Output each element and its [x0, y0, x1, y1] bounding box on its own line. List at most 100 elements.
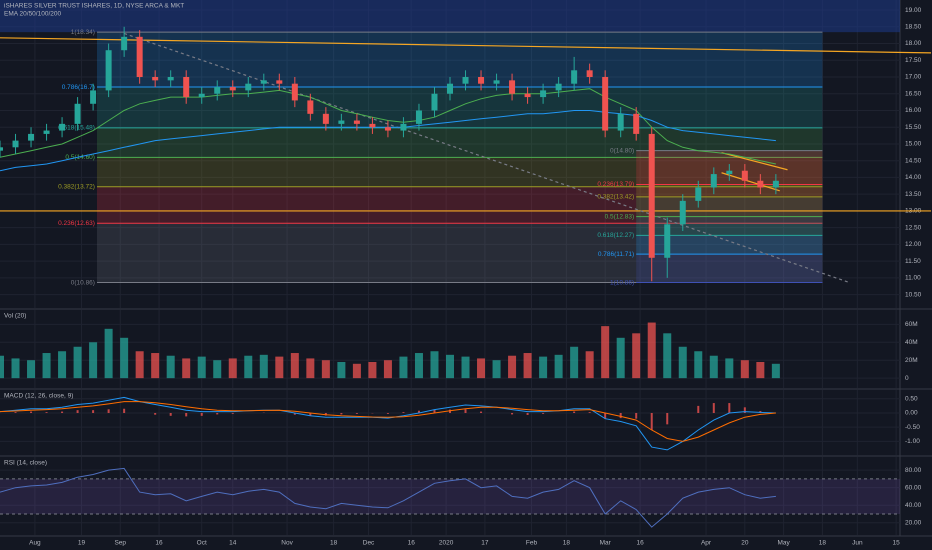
candle-body [648, 133, 655, 258]
macd-histogram-bar [433, 409, 436, 413]
y-tick-label: 60M [905, 321, 918, 328]
y-tick-label: 18.50 [905, 24, 922, 31]
candle-body [198, 93, 205, 98]
x-tick-label: 18 [330, 540, 338, 547]
volume-bar [197, 356, 206, 379]
trend-line [721, 172, 780, 192]
candle-body [478, 77, 485, 84]
y-tick-label: 15.50 [905, 124, 922, 131]
fib-band [96, 186, 823, 224]
candle-body [431, 93, 438, 111]
x-tick-label: Dec [363, 540, 375, 547]
fib-label: 0.618(12.27) [597, 232, 634, 239]
fib-band [636, 235, 823, 255]
volume-bar [647, 322, 656, 379]
fib-label: 0.236(13.79) [597, 181, 634, 188]
macd-histogram-bar [588, 412, 591, 413]
volume-bar [430, 351, 439, 379]
volume-bar [678, 346, 687, 379]
panel-title: Vol (20) [4, 313, 26, 320]
fib-label: 0.236(12.63) [58, 220, 95, 227]
x-tick-label: Apr [701, 540, 712, 547]
candle-body [183, 77, 190, 98]
candle-body [384, 127, 391, 131]
x-tick-label: 18 [819, 540, 827, 547]
fib-label: 0(10.86) [71, 279, 95, 286]
volume-bar [523, 353, 532, 379]
macd-histogram-bar [154, 412, 157, 415]
candle-body [12, 140, 19, 148]
volume-bar [709, 355, 718, 379]
indicator-line [0, 401, 776, 442]
x-tick-label: 15 [893, 540, 901, 547]
candle-body [695, 187, 702, 201]
fib-label: 0(14.80) [610, 147, 634, 154]
volume-bar [492, 360, 501, 379]
x-tick-label: 16 [408, 540, 416, 547]
volume-bar [11, 358, 20, 379]
candle-body [214, 87, 221, 94]
candle-body [540, 90, 547, 98]
y-tick-label: 11.50 [905, 258, 921, 265]
macd-histogram-bar [92, 410, 95, 413]
candle-body [757, 180, 764, 188]
fib-band [636, 254, 823, 283]
volume-bar [461, 356, 470, 379]
y-tick-label: 16.00 [905, 107, 922, 114]
volume-bar [73, 346, 82, 379]
volume-bar [321, 360, 330, 379]
candle-body [772, 180, 779, 188]
candle-body [90, 90, 97, 104]
volume-bar [42, 353, 51, 379]
volume-bar [663, 333, 672, 379]
y-tick-label: 13.50 [905, 191, 922, 198]
macd-histogram-bar [386, 412, 389, 414]
volume-bar [632, 333, 641, 379]
x-tick-label: Mar [600, 540, 612, 547]
volume-bar [616, 337, 625, 379]
ema-line [0, 88, 777, 165]
volume-bar [290, 353, 299, 379]
x-tick-label: Oct [197, 540, 207, 547]
candle-body [602, 77, 609, 131]
volume-bar [27, 360, 36, 379]
candle-body [524, 93, 531, 98]
volume-bar [601, 326, 610, 379]
y-tick-label: 17.50 [905, 57, 922, 64]
macd-histogram-bar [619, 412, 622, 419]
y-tick-label: 80.00 [905, 467, 922, 474]
y-tick-label: 15.00 [905, 141, 922, 148]
candle-body [59, 123, 66, 131]
macd-histogram-bar [635, 412, 638, 419]
y-tick-label: 40.00 [905, 502, 922, 509]
volume-bar [368, 362, 377, 379]
zone [0, 0, 900, 33]
volume-bar [508, 355, 517, 379]
volume-bar [135, 351, 144, 379]
volume-bar [306, 358, 315, 379]
candle-body [679, 200, 686, 225]
macd-histogram-bar [169, 412, 172, 416]
macd-histogram-bar [76, 410, 79, 413]
candle-body [152, 77, 159, 81]
fib-band [636, 196, 823, 217]
trend-line [721, 152, 788, 171]
y-tick-label: 10.50 [905, 291, 922, 298]
candle-body [415, 110, 422, 124]
macd-histogram-bar [697, 405, 700, 413]
x-tick-label: May [777, 540, 790, 547]
candle-body [291, 83, 298, 101]
candle-body [447, 83, 453, 94]
volume-bar [570, 346, 579, 379]
macd-histogram-bar [293, 412, 296, 415]
y-tick-label: 20.00 [905, 519, 922, 526]
fib-label: 0.786(11.71) [598, 251, 634, 258]
volume-bar [477, 358, 486, 379]
fib-band [96, 32, 823, 88]
y-tick-label: 0.00 [905, 410, 918, 417]
fib-band [636, 184, 823, 197]
candle-body [322, 113, 329, 124]
volume-bar [585, 351, 594, 379]
trend-line [0, 37, 932, 54]
